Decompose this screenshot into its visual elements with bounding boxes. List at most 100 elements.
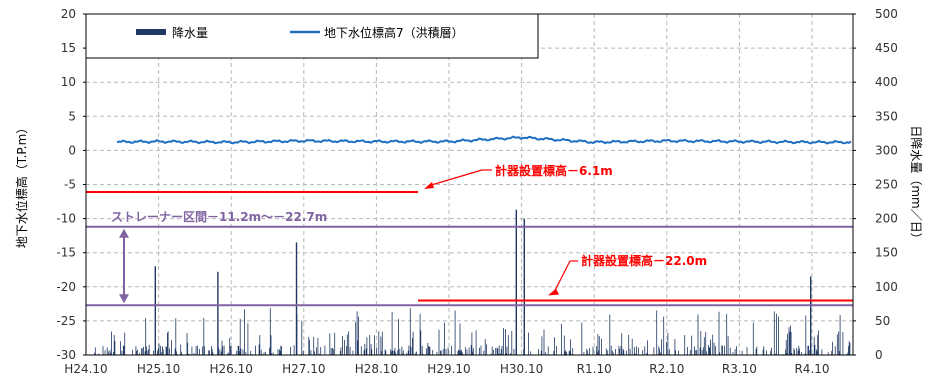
rainfall-bar	[158, 343, 160, 355]
rainfall-bar	[547, 346, 549, 355]
left-tick-label: -20	[56, 280, 76, 294]
legend-box	[85, 13, 539, 59]
rainfall-bar	[269, 307, 271, 355]
rainfall-bar	[513, 349, 515, 355]
rainfall-bar	[352, 350, 354, 355]
rainfall-bar	[708, 348, 710, 355]
rainfall-bar	[658, 346, 660, 355]
rainfall-bar	[146, 350, 148, 355]
rainfall-bar	[722, 345, 723, 355]
rainfall-bar	[136, 349, 138, 355]
water-level-series	[116, 135, 852, 145]
rainfall-bar	[272, 352, 274, 355]
rainfall-bar	[339, 350, 341, 355]
rainfall-bar	[496, 347, 498, 355]
rainfall-bar	[703, 347, 704, 355]
rainfall-bar	[466, 349, 468, 355]
rainfall-bar	[462, 353, 464, 355]
rainfall-bar	[166, 347, 168, 355]
rainfall-bar	[222, 346, 224, 355]
rainfall-bar	[719, 352, 721, 355]
rainfall-bar	[176, 351, 177, 355]
right-tick-label: 0	[875, 348, 883, 362]
rainfall-bar	[395, 352, 396, 355]
rainfall-bar	[157, 348, 159, 355]
rainfall-bar	[174, 348, 176, 355]
right-tick-label: 50	[875, 314, 890, 328]
left-tick-label: -10	[56, 212, 76, 226]
rainfall-peak-bar	[217, 271, 219, 355]
rainfall-bar	[408, 345, 410, 355]
rainfall-bar	[701, 349, 703, 355]
sensor-leader-lower	[553, 260, 571, 293]
rainfall-bar	[160, 346, 161, 355]
rainfall-bar	[556, 346, 557, 355]
left-tick-label: -30	[56, 348, 76, 362]
rainfall-bar	[553, 350, 555, 355]
rainfall-bar	[355, 322, 357, 355]
rainfall-bar	[678, 350, 679, 355]
rainfall-bar	[597, 334, 599, 355]
rainfall-bar	[332, 349, 334, 355]
rainfall-bar	[495, 347, 497, 355]
rainfall-bar	[457, 351, 459, 355]
rainfall-bar	[541, 336, 543, 355]
rainfall-bar	[663, 316, 665, 355]
rainfall-bar	[505, 353, 507, 355]
legend: 降水量 地下水位標高7（洪積層）	[85, 13, 539, 59]
rainfall-bar	[766, 350, 767, 355]
rainfall-bar	[221, 340, 223, 355]
rainfall-bar	[181, 351, 182, 355]
rainfall-bar	[572, 348, 574, 355]
rainfall-bar	[145, 317, 147, 355]
rainfall-bar	[302, 351, 304, 355]
left-tick-label: -25	[56, 314, 76, 328]
rainfall-bar	[346, 345, 347, 355]
rainfall-bar	[812, 353, 814, 355]
rainfall-bar	[570, 339, 571, 355]
rainfall-bar	[242, 349, 244, 355]
rainfall-bar	[506, 346, 508, 355]
rainfall-bar	[626, 350, 627, 355]
rainfall-bar	[399, 348, 401, 355]
rainfall-bar	[804, 353, 806, 355]
rainfall-bar	[610, 345, 612, 355]
rainfall-bar	[612, 352, 614, 355]
water-level-line	[116, 135, 852, 145]
rainfall-bar	[789, 331, 791, 355]
rainfall-bar	[691, 335, 693, 355]
rainfall-bar	[270, 335, 272, 355]
rainfall-bar	[785, 340, 787, 355]
rainfall-bar	[277, 349, 279, 355]
x-tick-label: R1.10	[577, 362, 612, 376]
rainfall-peak-bar	[810, 276, 812, 355]
rainfall-bar	[848, 346, 849, 355]
rainfall-bar	[334, 332, 336, 355]
rainfall-bar	[656, 310, 658, 355]
rainfall-bar	[394, 347, 396, 355]
rainfall-bar	[374, 335, 375, 355]
rainfall-bar	[269, 347, 270, 355]
rainfall-bar	[239, 318, 241, 355]
rainfall-bar	[638, 347, 639, 355]
rainfall-bar	[111, 331, 112, 355]
rainfall-bar	[106, 347, 108, 355]
rainfall-bar	[479, 347, 480, 355]
rainfall-bar	[203, 317, 205, 355]
rainfall-bar	[148, 344, 150, 355]
rainfall-bar	[583, 351, 585, 355]
rainfall-bar	[109, 349, 111, 355]
rainfall-bar	[596, 346, 597, 355]
sensor-arrowhead-lower	[548, 288, 559, 296]
rainfall-bar	[564, 351, 566, 355]
rainfall-bar	[842, 331, 844, 355]
rainfall-bar	[647, 340, 648, 355]
rainfall-bar	[356, 311, 358, 355]
rainfall-bar	[832, 341, 833, 355]
rainfall-bar	[563, 335, 565, 355]
rainfall-bar	[493, 349, 494, 355]
rainfall-bar	[124, 332, 126, 355]
rainfall-bar	[699, 347, 701, 355]
rainfall-bar	[199, 348, 200, 355]
rainfall-bar	[528, 332, 529, 355]
